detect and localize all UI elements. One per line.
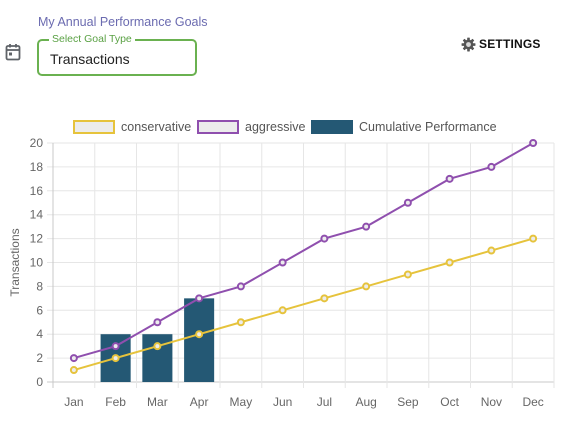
point-aggressive (529, 139, 538, 147)
page-title: My Annual Performance Goals (38, 15, 208, 29)
y-tick-label: 18 (30, 160, 44, 174)
x-tick-label: Nov (481, 395, 502, 409)
y-tick-label: 14 (30, 208, 44, 222)
point-aggressive (445, 174, 454, 183)
point-conservative (403, 270, 412, 279)
x-tick-label: Aug (355, 395, 376, 409)
gear-icon (461, 37, 476, 51)
point-conservative (236, 318, 245, 327)
point-conservative (529, 234, 538, 243)
legend-swatch-aggressive (197, 120, 239, 134)
y-tick-label: 2 (36, 351, 43, 365)
x-tick-label: Jul (317, 395, 332, 409)
legend-item-conservative[interactable]: conservative (73, 117, 191, 137)
legend-swatch-conservative (73, 120, 115, 134)
chart-legend: conservative aggressive Cumulative Perfo… (0, 117, 564, 137)
point-conservative (195, 330, 204, 339)
point-aggressive (403, 198, 412, 207)
calendar-icon[interactable] (5, 43, 21, 61)
point-aggressive (487, 162, 496, 171)
point-aggressive (111, 342, 120, 351)
legend-label-conservative: conservative (121, 120, 192, 134)
x-tick-label: Mar (147, 395, 168, 409)
y-tick-label: 16 (30, 184, 44, 198)
y-tick-label: 6 (36, 303, 43, 317)
point-aggressive (153, 318, 162, 327)
x-tick-label: Sep (397, 395, 419, 409)
point-conservative (153, 342, 162, 351)
line-aggressive (73, 142, 534, 360)
point-conservative (445, 258, 454, 267)
settings-label: SETTINGS (479, 37, 541, 51)
point-aggressive (236, 282, 245, 291)
point-aggressive (195, 294, 204, 303)
point-conservative (487, 246, 496, 255)
y-axis-title: Transactions (8, 228, 22, 296)
legend-label-aggressive: aggressive (245, 120, 306, 134)
bar-cumulative-performance (184, 298, 215, 382)
y-tick-label: 0 (36, 375, 43, 389)
x-tick-label: Apr (190, 395, 209, 409)
legend-label-cumulative-performance: Cumulative Performance (359, 120, 497, 134)
bar-cumulative-performance (142, 334, 173, 382)
point-conservative (362, 282, 371, 291)
legend-item-aggressive[interactable]: aggressive (197, 117, 305, 137)
y-tick-label: 8 (36, 279, 43, 293)
x-tick-label: Feb (105, 395, 126, 409)
goal-type-label: Select Goal Type (49, 33, 135, 46)
x-tick-label: Dec (522, 395, 543, 409)
point-aggressive (278, 258, 287, 267)
point-conservative (69, 366, 78, 375)
y-tick-label: 20 (30, 136, 44, 150)
point-conservative (278, 306, 287, 315)
point-conservative (111, 354, 120, 363)
y-tick-label: 4 (36, 327, 43, 341)
x-tick-label: Jun (273, 395, 292, 409)
y-tick-label: 12 (30, 232, 44, 246)
legend-item-cumulative-performance[interactable]: Cumulative Performance (311, 117, 497, 137)
point-conservative (320, 294, 329, 303)
point-aggressive (320, 234, 329, 243)
settings-button[interactable]: SETTINGS (461, 35, 541, 53)
goal-type-value: Transactions (50, 51, 130, 67)
x-tick-label: Jan (64, 395, 83, 409)
legend-swatch-cumulative-performance (311, 120, 353, 134)
goal-type-select[interactable]: Select Goal Type Transactions (37, 33, 197, 76)
x-tick-label: May (230, 395, 253, 409)
point-aggressive (362, 222, 371, 231)
y-tick-label: 10 (30, 256, 44, 270)
point-aggressive (69, 354, 78, 363)
x-tick-label: Oct (440, 395, 459, 409)
line-conservative (73, 237, 534, 372)
